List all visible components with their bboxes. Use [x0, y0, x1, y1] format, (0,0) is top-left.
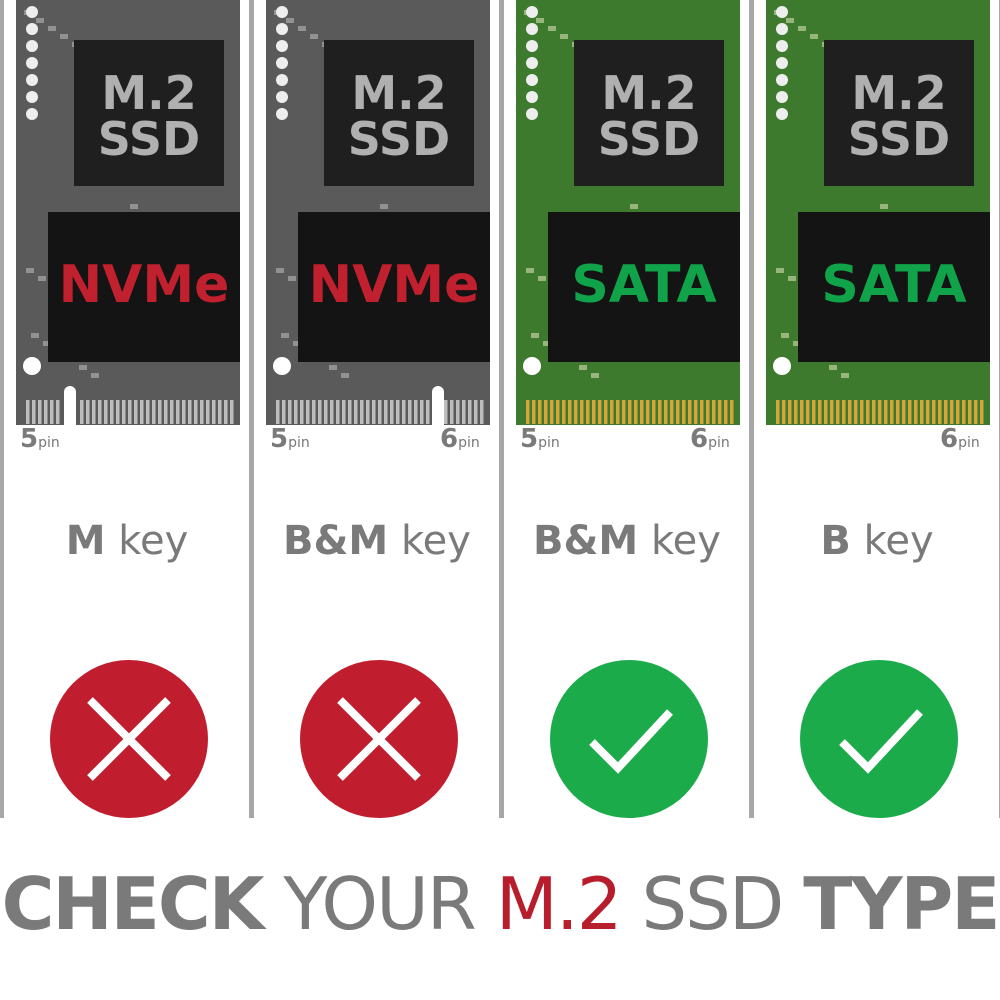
- ssd-column-2: M.2 SSD NVMe 5pin 6pin B&M key: [250, 0, 500, 818]
- pin-count-right: 6pin: [940, 424, 980, 454]
- interface-label: SATA: [571, 255, 717, 315]
- checkmark-icon: [589, 709, 673, 774]
- compatible-badge: [550, 660, 708, 818]
- pin-count-right: 6pin: [690, 424, 730, 454]
- cross-icon: [87, 697, 171, 781]
- chip-label-ssd: SSD: [597, 112, 701, 166]
- ssd-column-3: M.2 SSD SATA 5pin 6pin B&M key: [500, 0, 750, 818]
- chip-label-m2: M.2: [101, 66, 197, 120]
- title-ssd: SSD: [641, 862, 784, 946]
- m2-ssd-board-image: [16, 0, 240, 430]
- ssd-column-4: M.2 SSD SATA 6pin B key: [750, 0, 1000, 818]
- m2-ssd-board-image: [766, 0, 990, 425]
- pin-count-left: 5pin: [20, 424, 60, 454]
- interface-label: NVMe: [58, 255, 230, 315]
- ssd-column-1: M.2 SSD NVMe 5pin M key: [0, 0, 250, 818]
- interface-chip: [548, 212, 740, 362]
- controller-chip: [574, 40, 724, 186]
- key-type-label: B&M key: [533, 518, 721, 564]
- interface-chip: [48, 212, 240, 362]
- pin-count-left: 5pin: [270, 424, 310, 454]
- title-type: TYPE: [803, 862, 1000, 946]
- cross-icon: [337, 697, 421, 781]
- controller-chip: [324, 40, 474, 186]
- incompatible-badge: [50, 660, 208, 818]
- controller-chip: [74, 40, 224, 186]
- pin-count-right: 6pin: [440, 424, 480, 454]
- title-your: YOUR: [283, 862, 476, 946]
- interface-label: NVMe: [308, 255, 480, 315]
- incompatible-badge: [300, 660, 458, 818]
- key-type-label: M key: [65, 518, 189, 564]
- checkmark-icon: [839, 709, 923, 774]
- m2-ssd-board-image: [516, 0, 740, 425]
- chip-label-m2: M.2: [601, 66, 697, 120]
- compatible-badge: [800, 660, 958, 818]
- title-check: CHECK: [1, 862, 265, 946]
- pin-count-left: 5pin: [520, 424, 560, 454]
- interface-chip: [298, 212, 490, 362]
- interface-chip: [798, 212, 990, 362]
- chip-label-ssd: SSD: [847, 112, 951, 166]
- m2-ssd-board-image: [266, 0, 490, 430]
- chip-label-ssd: SSD: [97, 112, 201, 166]
- controller-chip: [824, 40, 974, 186]
- key-type-label: B&M key: [283, 518, 471, 564]
- chip-label-m2: M.2: [851, 66, 947, 120]
- title-m2: M.2: [495, 862, 623, 946]
- interface-label: SATA: [821, 255, 967, 315]
- chip-label-ssd: SSD: [347, 112, 451, 166]
- key-type-label: B key: [820, 518, 934, 564]
- chip-label-m2: M.2: [351, 66, 447, 120]
- page-title: CHECK YOUR M.2 SSD TYPE: [0, 862, 1000, 946]
